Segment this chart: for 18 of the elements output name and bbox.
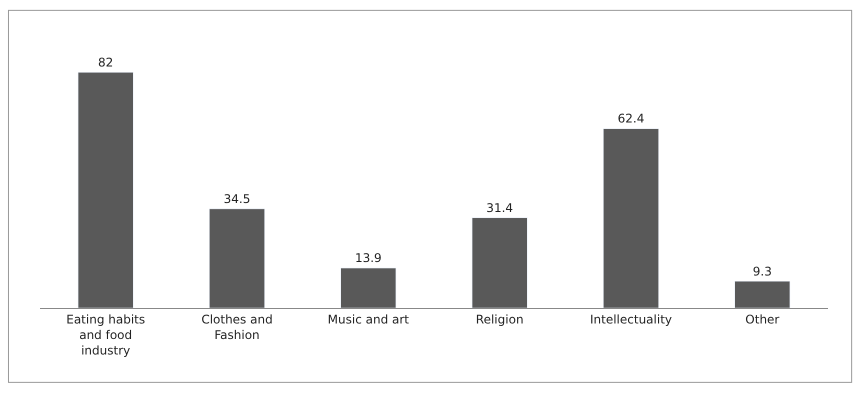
data-label: 9.3	[752, 264, 772, 278]
bar	[340, 268, 396, 308]
data-label: 34.5	[224, 192, 250, 206]
data-label: 13.9	[354, 251, 382, 266]
bar	[78, 72, 134, 308]
bar	[734, 281, 790, 308]
bar	[603, 128, 659, 308]
data-label: 62.4	[618, 112, 644, 126]
bar	[472, 218, 528, 308]
x-tick-label: Music and art	[328, 312, 410, 326]
bar	[209, 208, 265, 308]
x-tick-label: Eating habits and food industry	[66, 312, 146, 358]
x-tick-label: Intellectuality	[590, 312, 672, 326]
data-label: 82	[98, 55, 114, 70]
data-label: 31.4	[486, 200, 514, 215]
x-tick-label: Other	[745, 312, 780, 326]
x-tick-label: Clothes and Fashion	[201, 312, 273, 342]
x-tick-label: Religion	[476, 312, 524, 326]
